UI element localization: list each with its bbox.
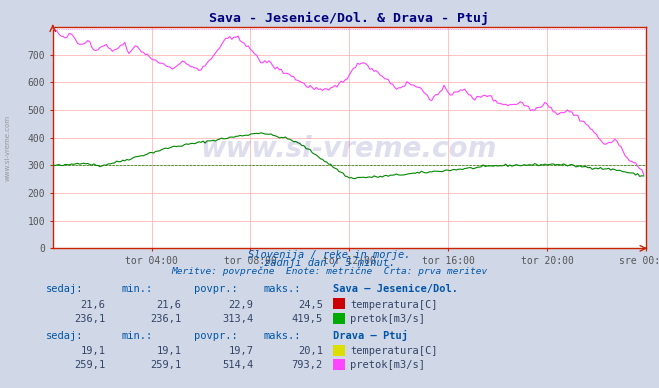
Text: 21,6: 21,6 [80, 300, 105, 310]
Title: Sava - Jesenice/Dol. & Drava - Ptuj: Sava - Jesenice/Dol. & Drava - Ptuj [210, 12, 489, 24]
Text: 514,4: 514,4 [223, 360, 254, 371]
Text: 20,1: 20,1 [298, 346, 323, 356]
Text: Drava – Ptuj: Drava – Ptuj [333, 330, 408, 341]
Text: temperatura[C]: temperatura[C] [350, 346, 438, 356]
Text: www.si-vreme.com: www.si-vreme.com [201, 135, 498, 163]
Text: www.si-vreme.com: www.si-vreme.com [5, 114, 11, 180]
Text: 24,5: 24,5 [298, 300, 323, 310]
Text: pretok[m3/s]: pretok[m3/s] [350, 314, 425, 324]
Text: pretok[m3/s]: pretok[m3/s] [350, 360, 425, 371]
Text: 19,1: 19,1 [80, 346, 105, 356]
Text: 259,1: 259,1 [150, 360, 181, 371]
Text: 19,7: 19,7 [229, 346, 254, 356]
Text: min.:: min.: [122, 284, 153, 294]
Text: 259,1: 259,1 [74, 360, 105, 371]
Text: 21,6: 21,6 [156, 300, 181, 310]
Text: min.:: min.: [122, 331, 153, 341]
Text: 236,1: 236,1 [74, 314, 105, 324]
Text: 419,5: 419,5 [292, 314, 323, 324]
Text: 19,1: 19,1 [156, 346, 181, 356]
Text: sedaj:: sedaj: [46, 284, 84, 294]
Text: povpr.:: povpr.: [194, 284, 238, 294]
Text: Slovenija / reke in morje.: Slovenija / reke in morje. [248, 250, 411, 260]
Text: maks.:: maks.: [264, 284, 301, 294]
Text: maks.:: maks.: [264, 331, 301, 341]
Text: 793,2: 793,2 [292, 360, 323, 371]
Text: 22,9: 22,9 [229, 300, 254, 310]
Text: sedaj:: sedaj: [46, 331, 84, 341]
Text: povpr.:: povpr.: [194, 331, 238, 341]
Text: 236,1: 236,1 [150, 314, 181, 324]
Text: temperatura[C]: temperatura[C] [350, 300, 438, 310]
Text: 313,4: 313,4 [223, 314, 254, 324]
Text: zadnji dan / 5 minut.: zadnji dan / 5 minut. [264, 258, 395, 268]
Text: Meritve: povprečne  Enote: metrične  Črta: prva meritev: Meritve: povprečne Enote: metrične Črta:… [171, 266, 488, 276]
Text: Sava – Jesenice/Dol.: Sava – Jesenice/Dol. [333, 284, 458, 294]
